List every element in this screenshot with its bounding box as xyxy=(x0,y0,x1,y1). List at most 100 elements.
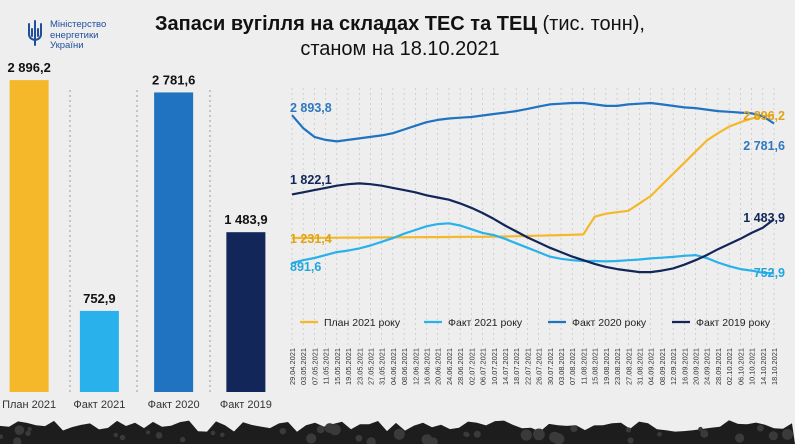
coal-lump xyxy=(27,427,32,432)
coal-lump xyxy=(533,428,545,441)
coal-lump xyxy=(768,431,778,441)
coal-lump xyxy=(570,425,578,433)
coal-lump xyxy=(210,430,216,436)
end-label-plan-2021: 2 896,2 xyxy=(743,109,785,123)
x-tick-label: 02.07.2021 xyxy=(467,348,476,385)
coal-lump xyxy=(627,437,634,444)
series-line-4 xyxy=(291,182,775,274)
coal-lump xyxy=(520,429,532,441)
end-label-fact-2019: 1 483,9 xyxy=(743,211,785,225)
x-tick-label: 31.05.2021 xyxy=(378,348,387,385)
x-tick-label: 08.06.2021 xyxy=(400,348,409,385)
bar-category-label: План 2021 xyxy=(2,399,56,411)
x-tick-label: 18.10.2021 xyxy=(770,348,779,385)
x-tick-label: 06.10.2021 xyxy=(736,348,745,385)
coal-lump xyxy=(735,433,745,443)
legend-label: План 2021 року xyxy=(324,317,401,329)
bar-category-label: Факт 2021 xyxy=(73,399,125,411)
coal-lump xyxy=(155,432,163,439)
coal-lump xyxy=(329,424,341,436)
logo-text: Міністерство енергетики України xyxy=(50,19,107,52)
x-tick-label: 23.05.2021 xyxy=(355,348,364,385)
coal-lump xyxy=(782,428,793,440)
x-tick-label: 12.06.2021 xyxy=(411,348,420,385)
bar-2 xyxy=(79,310,119,392)
coal-lump xyxy=(393,428,405,440)
end-label-fact-2021: 752,9 xyxy=(754,266,785,280)
logo-line: України xyxy=(50,40,84,51)
ministry-logo: Міністерство енергетики України xyxy=(26,19,107,52)
x-tick-label: 02.10.2021 xyxy=(725,348,734,385)
coal-lump xyxy=(553,433,565,444)
x-tick-label: 26.07.2021 xyxy=(535,348,544,385)
x-tick-label: 19.05.2021 xyxy=(344,348,353,385)
bar-3 xyxy=(154,92,194,392)
title-date: станом на 18.10.2021 xyxy=(300,38,500,60)
x-tick-label: 03.08.2021 xyxy=(557,348,566,385)
coal-lump xyxy=(316,425,325,434)
x-tick-label: 04.09.2021 xyxy=(647,348,656,385)
x-tick-label: 24.06.2021 xyxy=(445,348,454,385)
x-tick-label: 27.05.2021 xyxy=(366,348,375,385)
x-tick-label: 14.07.2021 xyxy=(501,348,510,385)
coal-lump xyxy=(113,432,119,438)
x-tick-label: 28.06.2021 xyxy=(456,348,465,385)
coal-lump xyxy=(146,430,151,435)
trident-icon xyxy=(28,20,42,46)
bar-value-label: 752,9 xyxy=(83,291,116,306)
x-tick-label: 10.07.2021 xyxy=(490,348,499,385)
coal-lump xyxy=(180,436,186,443)
x-tick-label: 22.07.2021 xyxy=(523,348,532,385)
x-tick-label: 27.08.2021 xyxy=(624,348,633,385)
x-tick-label: 28.09.2021 xyxy=(714,348,723,385)
coal-lump xyxy=(757,424,764,432)
bar-category-label: Факт 2020 xyxy=(148,399,200,411)
x-tick-label: 16.09.2021 xyxy=(680,348,689,385)
x-tick-label: 20.06.2021 xyxy=(434,348,443,385)
x-tick-label: 04.06.2021 xyxy=(389,348,398,385)
coal-lump xyxy=(700,429,709,438)
coal-lump xyxy=(625,427,632,433)
logo-line: Міністерство xyxy=(50,19,107,30)
coal-lump xyxy=(355,434,363,442)
coal-lump xyxy=(13,437,22,444)
title-bold: Запаси вугілля на складах ТЕС та ТЕЦ xyxy=(155,13,537,35)
logo-line: енергетики xyxy=(50,29,99,41)
coal-lump xyxy=(119,434,126,441)
x-tick-label: 10.10.2021 xyxy=(748,348,757,385)
bar-value-label: 2 896,2 xyxy=(7,60,50,75)
x-tick-label: 29.04.2021 xyxy=(288,348,297,385)
x-tick-label: 20.09.2021 xyxy=(692,348,701,385)
series-line-2 xyxy=(291,222,775,275)
series-line-1 xyxy=(291,113,775,240)
coal-lump xyxy=(279,428,286,435)
x-tick-label: 12.09.2021 xyxy=(669,348,678,385)
x-tick-label: 11.08.2021 xyxy=(579,348,588,384)
legend-label: Факт 2020 року xyxy=(572,317,647,329)
x-tick-label: 18.07.2021 xyxy=(512,348,521,385)
start-label-fact-2020: 2 893,8 xyxy=(290,101,332,115)
title-rest: (тис. тонн), xyxy=(536,13,645,35)
coal-lump xyxy=(428,437,438,444)
coal-lump xyxy=(366,437,376,444)
x-tick-label: 24.09.2021 xyxy=(703,348,712,385)
x-tick-label: 06.07.2021 xyxy=(479,348,488,385)
coal-lump xyxy=(464,432,470,438)
coal-lump xyxy=(473,430,481,438)
start-label-fact-2019: 1 822,1 xyxy=(290,173,332,187)
bar-category-label: Факт 2019 xyxy=(220,399,272,411)
x-tick-label: 11.05.2021 xyxy=(322,348,331,384)
coal-lump xyxy=(306,433,317,444)
legend-label: Факт 2019 року xyxy=(696,317,771,329)
coal-lump xyxy=(657,431,662,437)
x-tick-label: 15.05.2021 xyxy=(333,348,342,385)
bar-value-label: 2 781,6 xyxy=(152,72,195,87)
coal-lump xyxy=(220,432,225,438)
start-label-fact-2021: 891,6 xyxy=(290,260,321,274)
x-tick-label: 31.08.2021 xyxy=(635,348,644,385)
x-tick-label: 08.09.2021 xyxy=(658,348,667,385)
legend-label: Факт 2021 року xyxy=(448,317,523,329)
bar-1 xyxy=(9,80,49,393)
start-label-plan-2021: 1 231,4 xyxy=(290,232,332,246)
